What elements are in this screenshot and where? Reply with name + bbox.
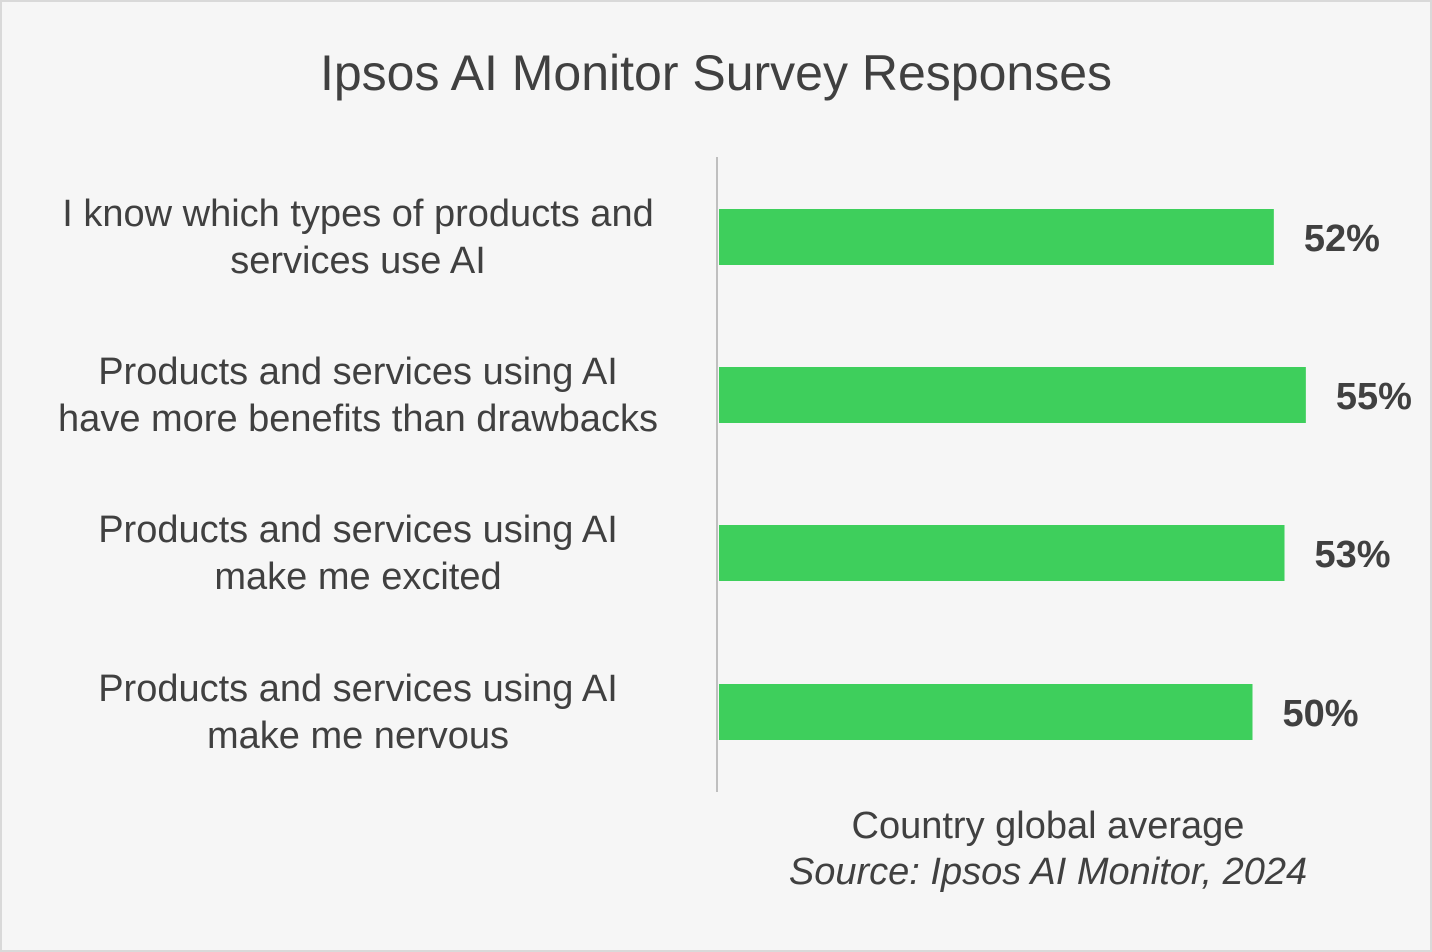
- bar-value-label: 55%: [1336, 376, 1412, 418]
- chart-title: Ipsos AI Monitor Survey Responses: [320, 45, 1112, 101]
- chart-note: Country global average: [852, 805, 1245, 847]
- bar-value-label: 53%: [1315, 534, 1391, 576]
- chart-source: Source: Ipsos AI Monitor, 2024: [789, 851, 1307, 893]
- bars-layer: 52% I know which types of products and ser…: [58, 193, 1412, 757]
- bar-value-label: 52%: [1304, 218, 1380, 260]
- category-label: make me excited: [214, 556, 501, 598]
- category-label: Products and services using AI: [98, 509, 618, 551]
- category-label: I know which types of products and: [62, 193, 653, 235]
- bar-value-label: 50%: [1283, 693, 1359, 735]
- bar: [719, 209, 1274, 265]
- bar: [719, 684, 1253, 740]
- category-label: make me nervous: [207, 715, 509, 757]
- category-label: services use AI: [230, 240, 486, 282]
- category-label: Products and services using AI: [98, 668, 618, 710]
- bar: [719, 367, 1306, 423]
- bar: [719, 525, 1285, 581]
- category-label: Products and services using AI: [98, 351, 618, 393]
- category-label: have more benefits than drawbacks: [58, 398, 658, 440]
